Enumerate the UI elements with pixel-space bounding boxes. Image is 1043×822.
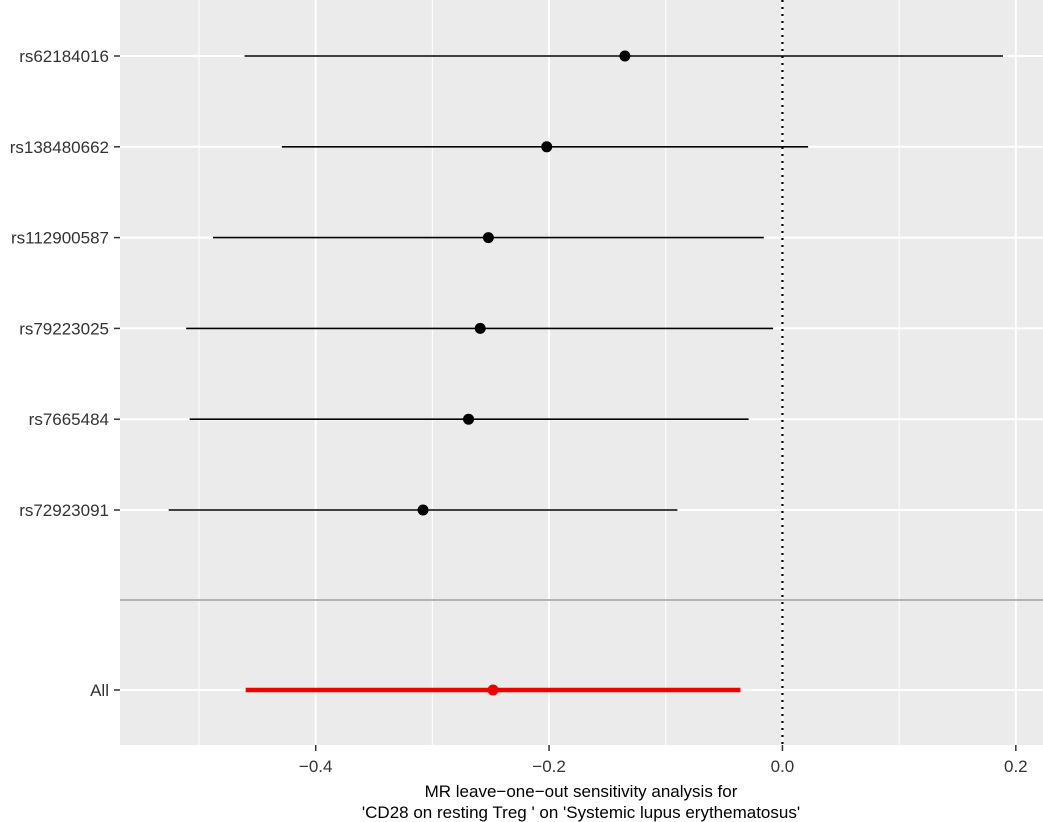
y-tick-label-rs72923091: rs72923091 [19,501,109,520]
estimate-point-overall [487,684,499,696]
y-tick-label-rs112900587: rs112900587 [11,229,109,248]
y-tick-label-rs62184016: rs62184016 [19,47,109,66]
y-axis-labels: rs62184016 rs138480662 rs112900587 rs792230… [10,47,120,700]
x-tick-label: 0.0 [771,757,795,776]
estimate-point-rs62184016 [619,50,631,62]
x-tick-label: −0.2 [532,757,566,776]
x-tick-label: 0.2 [1004,757,1028,776]
estimate-point-rs138480662 [541,141,553,153]
y-tick-label-rs138480662: rs138480662 [10,138,109,157]
x-axis-title-line-2: 'CD28 on resting Treg ' on 'Systemic lup… [362,803,800,822]
plot-panel [120,0,1043,745]
estimate-point-rs112900587 [482,232,494,244]
x-axis-title-line-1: MR leave−one−out sensitivity analysis fo… [425,782,738,801]
x-tick-label: −0.4 [299,757,333,776]
y-tick-label-rs79223025: rs79223025 [19,319,109,338]
estimate-point-rs79223025 [474,322,486,334]
y-tick-label-all: All [90,681,109,700]
estimate-marks [168,50,1003,696]
y-tick-label-rs7665484: rs7665484 [29,410,109,429]
estimate-point-rs72923091 [417,504,429,516]
x-axis-labels: −0.4 −0.2 0.0 0.2 [299,745,1028,776]
estimate-point-rs7665484 [463,413,475,425]
